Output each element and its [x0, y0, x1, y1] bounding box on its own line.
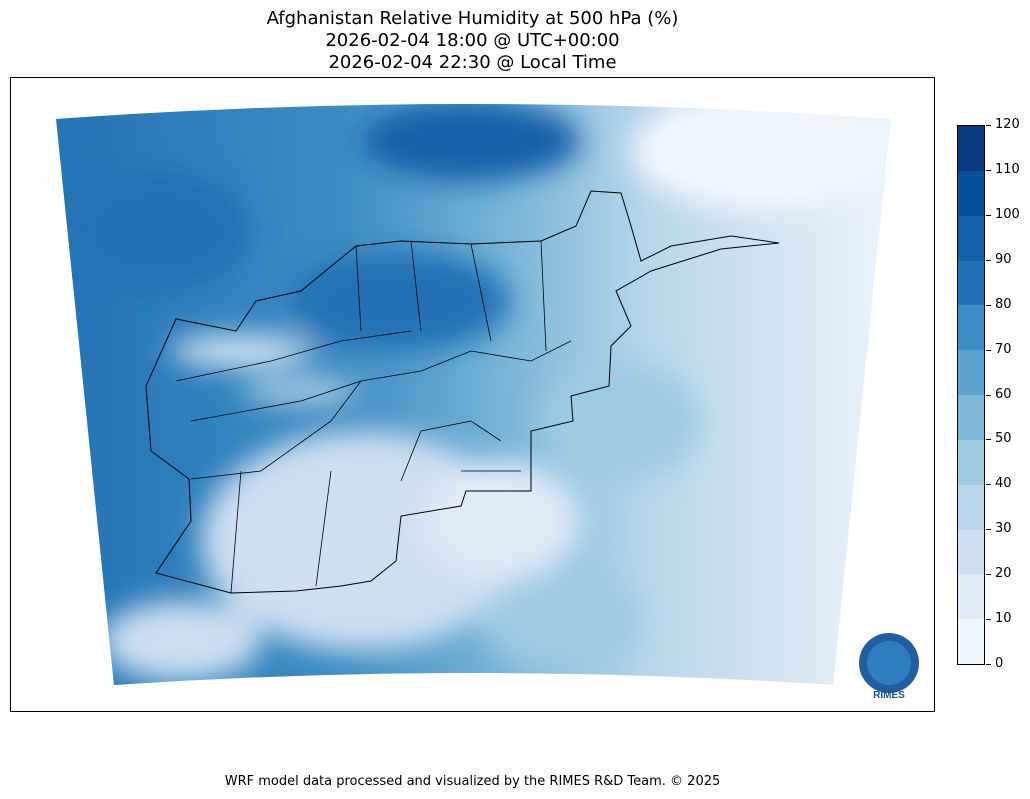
map-title: Afghanistan Relative Humidity at 500 hPa…	[266, 8, 679, 29]
colorbar-tick-label: 40	[995, 476, 1012, 492]
colorbar-tick-label: 80	[995, 296, 1012, 312]
colorbar-bin	[958, 573, 984, 620]
map-frame: RIMES	[10, 77, 935, 712]
colorbar-bin	[958, 529, 984, 575]
colorbar-tick	[986, 439, 991, 441]
colorbar-bin	[958, 125, 984, 171]
colorbar-tick	[986, 484, 991, 486]
local-time: 2026-02-04 22:30 @ Local Time	[328, 52, 617, 73]
province-borders	[175, 240, 572, 594]
colorbar-bin	[958, 439, 984, 485]
humidity-map: RIMES	[56, 104, 919, 701]
afghanistan-border	[145, 190, 780, 594]
colorbar-bin	[958, 394, 984, 440]
colorbar-tick	[986, 259, 991, 261]
colorbar-tick-label: 120	[995, 117, 1020, 132]
colorbar-bin	[958, 349, 984, 395]
colorbar-bin	[958, 618, 984, 664]
colorbar-tick	[986, 394, 991, 396]
rimes-logo: RIMES	[859, 633, 919, 701]
colorbar-tick-label: 30	[995, 521, 1012, 537]
colorbar	[957, 125, 985, 665]
colorbar-tick	[986, 529, 991, 531]
colorbar-tick-label: 90	[995, 251, 1012, 267]
colorbar-tick-label: 20	[995, 566, 1012, 582]
svg-text:RIMES: RIMES	[873, 690, 905, 701]
colorbar-tick	[986, 169, 991, 171]
colorbar-tick	[986, 664, 991, 665]
colorbar-tick	[986, 619, 991, 621]
colorbar-tick-label: 10	[995, 611, 1012, 627]
colorbar-bin	[958, 170, 984, 216]
colorbar-bin	[958, 484, 984, 530]
colorbar-tick-label: 70	[995, 341, 1012, 357]
colorbar-tick-label: 50	[995, 431, 1012, 447]
credits-footer: WRF model data processed and visualized …	[224, 774, 721, 789]
colorbar-tick	[986, 214, 991, 216]
colorbar-tick-label: 110	[995, 161, 1020, 177]
colorbar-bin	[958, 215, 984, 261]
colorbar-bin	[958, 260, 984, 306]
colorbar-tick	[986, 349, 991, 351]
utc-time: 2026-02-04 18:00 @ UTC+00:00	[325, 30, 620, 51]
colorbar-tick	[986, 304, 991, 306]
colorbar-bin	[958, 304, 984, 351]
colorbar-tick-label: 60	[995, 386, 1012, 402]
colorbar-tick-label: 0	[995, 656, 1004, 671]
humidity-field	[56, 104, 891, 685]
colorbar-tick	[986, 125, 991, 126]
colorbar-tick-label: 100	[995, 206, 1020, 222]
colorbar-tick	[986, 574, 991, 576]
